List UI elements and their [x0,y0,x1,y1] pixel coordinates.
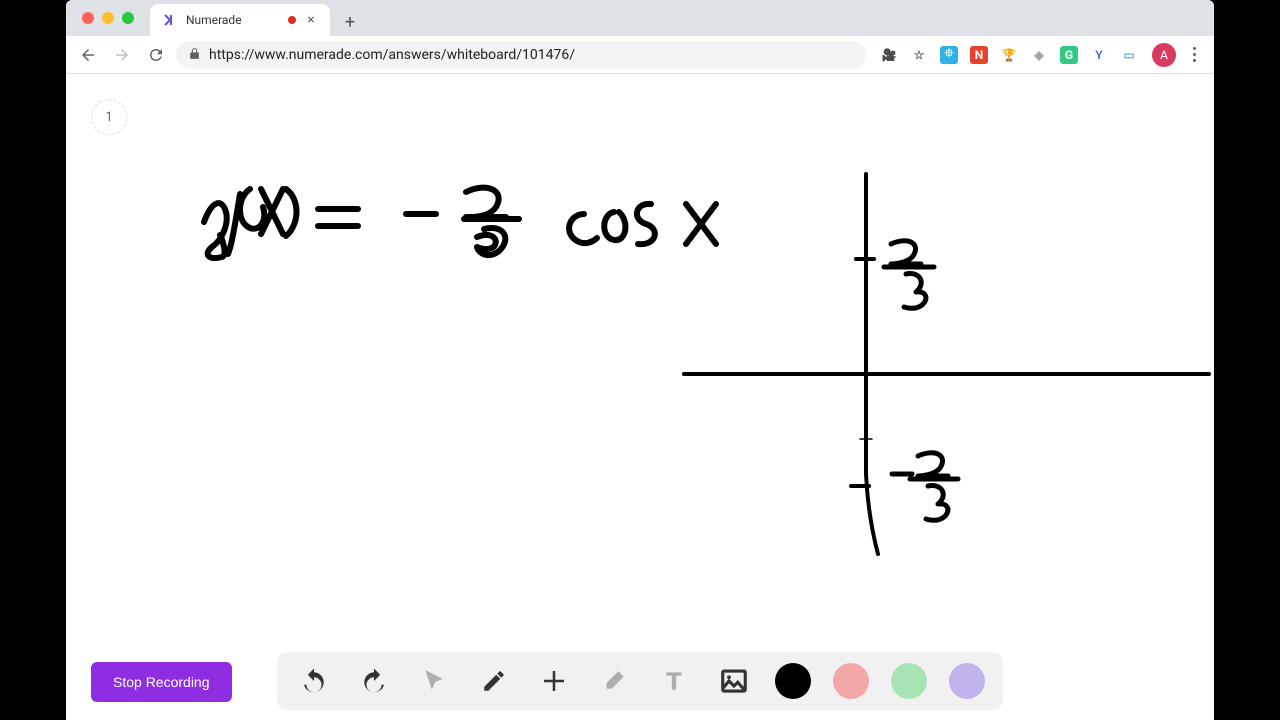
extension-icon[interactable]: ▭ [1120,46,1138,64]
color-swatch[interactable] [949,663,985,699]
text-tool-button[interactable] [655,662,693,700]
extension-icons: 🎥 ☆ ⯐ N 🏆 ◈ GY ▭ [872,46,1146,64]
add-button[interactable] [535,662,573,700]
recording-indicator-icon [288,16,296,24]
image-tool-button[interactable] [715,662,753,700]
extension-icon[interactable]: G [1060,46,1078,64]
profile-avatar[interactable]: A [1152,43,1176,67]
address-bar: https://www.numerade.com/answers/whitebo… [66,36,1214,74]
color-swatch[interactable] [775,663,811,699]
whiteboard-toolbar [277,652,1003,710]
pen-tool-button[interactable] [475,662,513,700]
traffic-lights [74,0,142,36]
extension-icon[interactable]: Y [1090,46,1108,64]
undo-button[interactable] [295,662,333,700]
extension-icon[interactable]: 🎥 [880,46,898,64]
tab-favicon [162,12,178,28]
tab-close-button[interactable]: × [304,13,318,27]
extension-icon[interactable]: ☆ [910,46,928,64]
extension-icon[interactable]: N [970,46,988,64]
eraser-tool-button[interactable] [595,662,633,700]
url-text: https://www.numerade.com/answers/whitebo… [209,47,575,63]
reload-button[interactable] [142,41,170,69]
back-button[interactable] [74,41,102,69]
tab-bar: Numerade × + [66,0,1214,36]
stop-recording-button[interactable]: Stop Recording [91,662,232,702]
maximize-window-button[interactable] [122,12,134,24]
color-swatch[interactable] [891,663,927,699]
color-swatch[interactable] [833,663,869,699]
minimize-window-button[interactable] [102,12,114,24]
lock-icon [188,45,201,64]
forward-button[interactable] [108,41,136,69]
browser-window: Numerade × + https://www.numerade.com/an… [66,0,1214,720]
whiteboard-canvas[interactable] [66,74,1214,720]
pointer-tool-button[interactable] [415,662,453,700]
url-bar[interactable]: https://www.numerade.com/answers/whitebo… [176,41,866,69]
extension-icon[interactable]: ⯐ [940,46,958,64]
browser-tab[interactable]: Numerade × [150,4,330,36]
new-tab-button[interactable]: + [336,8,364,36]
close-window-button[interactable] [82,12,94,24]
tab-title: Numerade [186,13,280,27]
extension-icon[interactable]: ◈ [1030,46,1048,64]
page-content: 1 Stop Recording [66,74,1214,720]
redo-button[interactable] [355,662,393,700]
extension-icon[interactable]: 🏆 [1000,46,1018,64]
browser-menu-button[interactable] [1182,47,1206,62]
